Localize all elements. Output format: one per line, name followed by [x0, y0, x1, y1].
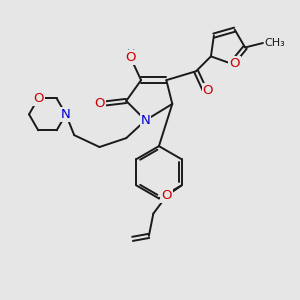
Text: O: O [33, 92, 44, 105]
Text: N: N [141, 114, 150, 127]
Text: CH₃: CH₃ [264, 38, 285, 48]
Text: O: O [230, 57, 240, 70]
Text: O: O [94, 98, 105, 110]
Text: O: O [161, 189, 172, 202]
Text: H: H [127, 49, 135, 59]
Text: N: N [61, 108, 71, 121]
Text: O: O [203, 84, 213, 97]
Text: O: O [125, 51, 136, 64]
